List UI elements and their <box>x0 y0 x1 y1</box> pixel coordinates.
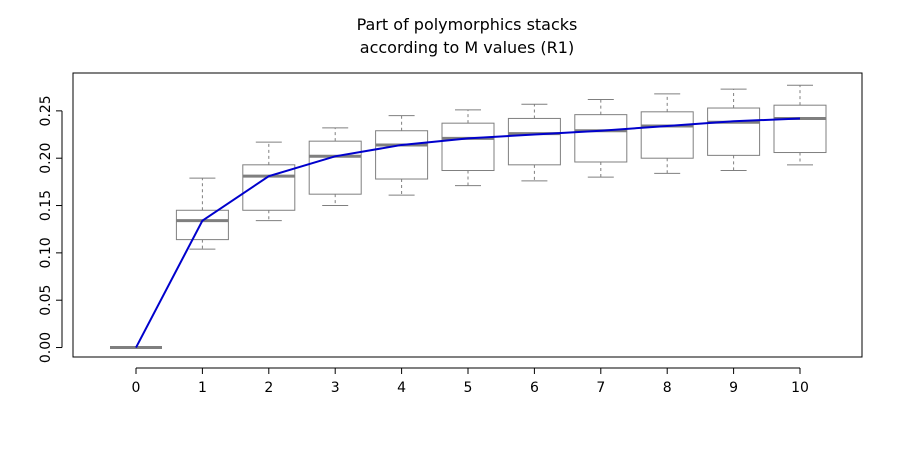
box <box>308 140 362 195</box>
x-tick-label: 6 <box>530 380 539 396</box>
box <box>175 209 229 241</box>
box <box>375 130 429 180</box>
chart-title-line-1: Part of polymorphics stacks <box>357 15 578 34</box>
y-tick-label: 0.15 <box>38 190 54 221</box>
x-tick-label: 3 <box>331 380 340 396</box>
chart-title-line-2: according to M values (R1) <box>360 38 574 57</box>
y-tick-label: 0.00 <box>38 332 54 363</box>
x-tick-label: 1 <box>198 380 207 396</box>
x-tick-label: 4 <box>397 380 406 396</box>
box <box>773 104 827 154</box>
x-tick-label: 8 <box>663 380 672 396</box>
box <box>242 164 296 211</box>
x-tick-label: 7 <box>596 380 605 396</box>
x-tick-label: 5 <box>464 380 473 396</box>
series-line <box>135 117 801 348</box>
x-tick-label: 9 <box>729 380 738 396</box>
box <box>640 111 694 159</box>
plot-frame <box>72 72 863 358</box>
box <box>574 114 628 163</box>
x-tick-label: 2 <box>264 380 273 396</box>
y-tick-label: 0.05 <box>38 285 54 316</box>
y-tick-label: 0.20 <box>38 143 54 174</box>
x-tick-label: 0 <box>132 380 141 396</box>
box <box>441 122 495 172</box>
box <box>507 117 561 166</box>
y-tick-label: 0.25 <box>38 95 54 126</box>
x-tick-label: 10 <box>791 380 809 396</box>
y-tick-label: 0.10 <box>38 237 54 268</box>
box <box>707 107 761 156</box>
